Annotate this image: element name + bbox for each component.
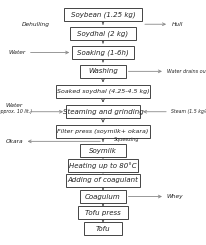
Text: Coagulum: Coagulum bbox=[85, 194, 121, 199]
Text: Soydhal (2 kg): Soydhal (2 kg) bbox=[77, 30, 129, 37]
Text: Hull: Hull bbox=[172, 22, 183, 27]
Text: Water: Water bbox=[9, 50, 26, 55]
Text: Whey: Whey bbox=[167, 194, 184, 199]
Text: Dehulling: Dehulling bbox=[21, 22, 49, 27]
FancyBboxPatch shape bbox=[84, 222, 122, 235]
FancyBboxPatch shape bbox=[72, 46, 134, 59]
FancyBboxPatch shape bbox=[66, 105, 140, 118]
Text: Heating up to 80°C: Heating up to 80°C bbox=[69, 162, 137, 169]
Text: Water drains out: Water drains out bbox=[167, 69, 206, 74]
Text: Steam (1.5 kg/cm²): Steam (1.5 kg/cm²) bbox=[171, 109, 206, 114]
Text: Okara: Okara bbox=[6, 139, 24, 144]
Text: Soaked soydhal (4.25-4.5 kg): Soaked soydhal (4.25-4.5 kg) bbox=[57, 89, 149, 94]
Text: Tofu press: Tofu press bbox=[85, 210, 121, 216]
FancyBboxPatch shape bbox=[68, 159, 138, 172]
FancyBboxPatch shape bbox=[80, 190, 126, 203]
Text: (approx. 10 lit.): (approx. 10 lit.) bbox=[0, 109, 32, 114]
FancyBboxPatch shape bbox=[56, 125, 150, 138]
Text: Soymilk: Soymilk bbox=[89, 148, 117, 154]
Text: Water: Water bbox=[6, 103, 23, 108]
Text: Soaking (1-6h): Soaking (1-6h) bbox=[77, 49, 129, 56]
FancyBboxPatch shape bbox=[56, 85, 150, 98]
FancyBboxPatch shape bbox=[66, 174, 140, 187]
FancyBboxPatch shape bbox=[70, 27, 136, 40]
Text: Filter press (soymilk+ okara): Filter press (soymilk+ okara) bbox=[57, 129, 149, 135]
Text: Soybean (1.25 kg): Soybean (1.25 kg) bbox=[71, 12, 135, 18]
Text: Squeezing: Squeezing bbox=[114, 137, 139, 142]
FancyBboxPatch shape bbox=[80, 144, 126, 157]
FancyBboxPatch shape bbox=[64, 8, 142, 21]
Text: Adding of coagulant: Adding of coagulant bbox=[68, 177, 138, 184]
Text: Tofu: Tofu bbox=[96, 226, 110, 232]
Text: Steaming and grinding: Steaming and grinding bbox=[63, 109, 143, 115]
FancyBboxPatch shape bbox=[80, 65, 126, 78]
Text: Washing: Washing bbox=[88, 68, 118, 74]
FancyBboxPatch shape bbox=[78, 206, 128, 219]
